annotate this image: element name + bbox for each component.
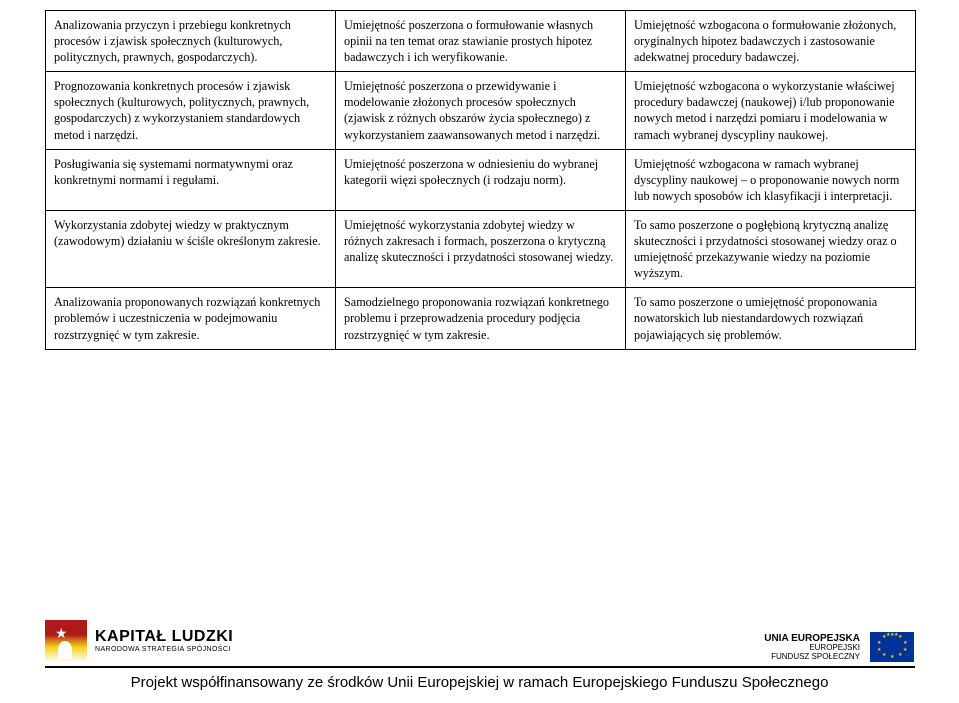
cell: Prognozowania konkretnych procesów i zja… <box>46 72 336 149</box>
cell: Wykorzystania zdobytej wiedzy w praktycz… <box>46 210 336 287</box>
cell: Samodzielnego proponowania rozwiązań kon… <box>336 288 626 349</box>
logo-eu: UNIA EUROPEJSKA EUROPEJSKI FUNDUSZ SPOŁE… <box>764 632 914 662</box>
cell: Analizowania przyczyn i przebiegu konkre… <box>46 11 336 72</box>
kapital-title: KAPITAŁ LUDZKI <box>95 629 233 646</box>
cell: Umiejętność wzbogacona o wykorzystanie w… <box>626 72 916 149</box>
kapital-subtitle: NARODOWA STRATEGIA SPÓJNOŚCI <box>95 646 233 653</box>
eu-flag-icon: ★ ★ ★ ★ ★ ★ ★ ★ ★ ★ ★ ★ <box>870 632 914 662</box>
competencies-table: Analizowania przyczyn i przebiegu konkre… <box>45 10 916 350</box>
eu-line3: FUNDUSZ SPOŁECZNY <box>771 653 860 662</box>
cell: To samo poszerzone o umiejętność propono… <box>626 288 916 349</box>
table-row: Wykorzystania zdobytej wiedzy w praktycz… <box>46 210 916 287</box>
footer: ★ KAPITAŁ LUDZKI NARODOWA STRATEGIA SPÓJ… <box>0 620 959 703</box>
cell: Umiejętność wykorzystania zdobytej wiedz… <box>336 210 626 287</box>
eu-text: UNIA EUROPEJSKA EUROPEJSKI FUNDUSZ SPOŁE… <box>764 633 860 662</box>
kapital-text: KAPITAŁ LUDZKI NARODOWA STRATEGIA SPÓJNO… <box>95 629 233 653</box>
cell: Umiejętność poszerzona w odniesieniu do … <box>336 149 626 210</box>
cell: Umiejętność poszerzona o przewidywanie i… <box>336 72 626 149</box>
logo-kapital-ludzki: ★ KAPITAŁ LUDZKI NARODOWA STRATEGIA SPÓJ… <box>45 620 233 662</box>
table-row: Posługiwania się systemami normatywnymi … <box>46 149 916 210</box>
cell: Umiejętność poszerzona o formułowanie wł… <box>336 11 626 72</box>
cell: Posługiwania się systemami normatywnymi … <box>46 149 336 210</box>
table-container: Analizowania przyczyn i przebiegu konkre… <box>45 10 915 350</box>
page: Analizowania przyczyn i przebiegu konkre… <box>0 0 959 703</box>
footer-logos: ★ KAPITAŁ LUDZKI NARODOWA STRATEGIA SPÓJ… <box>0 620 959 666</box>
kapital-icon: ★ <box>45 620 87 662</box>
cell: Umiejętność wzbogacona o formułowanie zł… <box>626 11 916 72</box>
cell: To samo poszerzone o pogłębioną krytyczn… <box>626 210 916 287</box>
cell: Analizowania proponowanych rozwiązań kon… <box>46 288 336 349</box>
table-row: Prognozowania konkretnych procesów i zja… <box>46 72 916 149</box>
table-row: Analizowania przyczyn i przebiegu konkre… <box>46 11 916 72</box>
footer-caption: Projekt współfinansowany ze środków Unii… <box>0 668 959 703</box>
cell: Umiejętność wzbogacona w ramach wybranej… <box>626 149 916 210</box>
table-row: Analizowania proponowanych rozwiązań kon… <box>46 288 916 349</box>
